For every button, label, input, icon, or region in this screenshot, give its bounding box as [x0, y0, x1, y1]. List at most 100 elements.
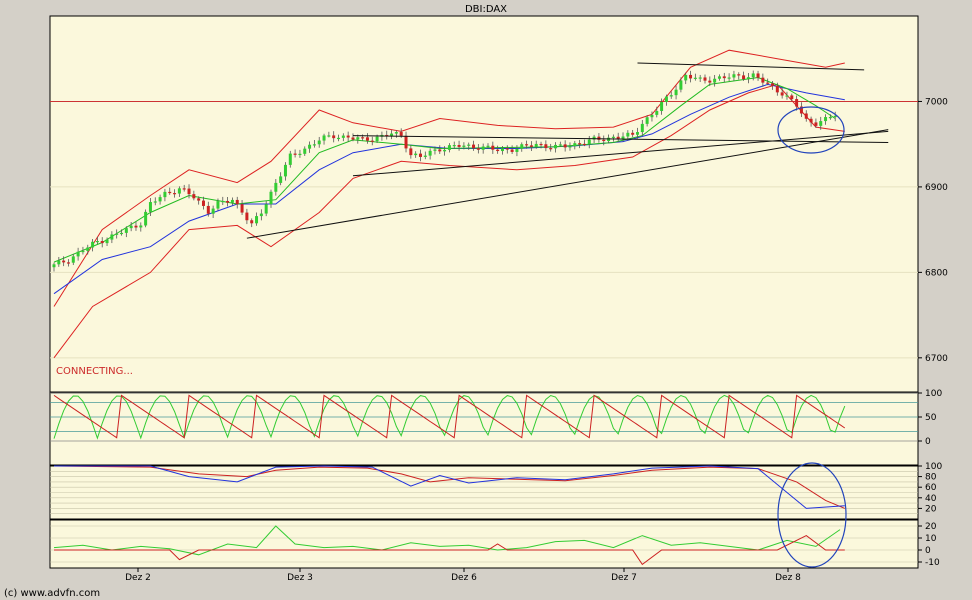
candle-up: [216, 201, 220, 209]
candle-up: [660, 101, 664, 112]
candle-up: [255, 216, 259, 224]
y-tick-label: 20: [925, 504, 937, 514]
oscillator-2-gridlines: [50, 470, 918, 515]
candle-down: [370, 140, 374, 142]
candle-down: [775, 85, 779, 93]
candle-down: [250, 220, 254, 224]
oscillator-panel-1[interactable]: 100 50 0: [49, 389, 942, 466]
candle-down: [332, 135, 336, 139]
candle-down: [631, 132, 635, 135]
candle-down: [703, 77, 707, 81]
candle-up: [751, 73, 755, 78]
candle-down: [756, 73, 760, 78]
candle-down: [385, 134, 389, 137]
candle-up: [452, 145, 456, 147]
candle-down: [206, 205, 210, 214]
x-axis: Dez 2 Dez 3 Dez 6 Dez 7 Dez 8: [125, 568, 801, 583]
candle-down: [539, 143, 543, 146]
candle-down: [737, 74, 741, 76]
candle-up: [390, 133, 394, 137]
y-tick-label: 100: [925, 389, 942, 399]
candle-up: [105, 239, 109, 244]
candle-up: [669, 95, 673, 97]
candle-down: [409, 148, 413, 156]
candle-down: [100, 241, 104, 244]
candle-up: [713, 78, 717, 83]
candle-up: [684, 74, 688, 81]
x-tick-label: Dez 7: [611, 573, 637, 583]
y-tick-label: 100: [925, 462, 942, 472]
candle-down: [351, 137, 355, 140]
candle-up: [428, 150, 432, 156]
candle-up: [288, 153, 292, 165]
candle-down: [168, 191, 172, 194]
candle-up: [414, 153, 418, 156]
candle-up: [163, 191, 167, 198]
candle-up: [554, 144, 558, 149]
candle-down: [240, 204, 244, 213]
candle-up: [337, 137, 341, 140]
candle-down: [602, 139, 606, 142]
candle-up: [158, 197, 162, 202]
candle-down: [771, 83, 775, 86]
oscillator-2-series: [54, 465, 845, 509]
oscillator-3-lines: [53, 525, 845, 566]
candle-down: [438, 149, 442, 152]
candle-up: [52, 264, 56, 268]
candle-down: [197, 198, 201, 201]
candle-down: [472, 144, 476, 149]
candle-down: [790, 95, 794, 100]
y-tick-label: 60: [925, 483, 937, 493]
candle-down: [293, 153, 297, 155]
candle-up: [717, 76, 721, 79]
candle-up: [322, 135, 326, 141]
candle-down: [597, 136, 601, 140]
candle-up: [587, 139, 591, 145]
candle-down: [722, 76, 726, 79]
y-tick-label: 7000: [925, 97, 948, 107]
oscillator-3-series: [54, 535, 845, 566]
candle-up: [534, 143, 538, 147]
oscillator-panel-3[interactable]: 20 10 0 -10: [49, 519, 940, 569]
candle-down: [491, 145, 495, 150]
price-y-axis: 6700 6800 6900 7000: [918, 97, 948, 364]
price-panel[interactable]: CONNECTING... 6700 6800 6900 7000: [49, 15, 948, 393]
trendline: [352, 135, 889, 143]
candle-up: [467, 144, 471, 146]
candle-down: [182, 188, 186, 190]
candle-up: [375, 136, 379, 142]
candle-down: [563, 144, 567, 148]
candle-down: [809, 118, 813, 123]
candle-up: [57, 260, 61, 265]
candle-up: [746, 77, 750, 80]
candle-down: [361, 137, 365, 139]
candle-up: [259, 213, 263, 217]
candle-up: [568, 146, 572, 148]
candle-down: [399, 132, 403, 136]
candle-down: [766, 82, 770, 84]
candle-down: [708, 80, 712, 83]
candle-up: [693, 77, 697, 79]
candle-down: [616, 136, 620, 139]
candle-up: [481, 146, 485, 150]
candle-down: [245, 212, 249, 221]
candle-up: [91, 241, 95, 248]
candle-up: [303, 148, 307, 154]
candle-down: [346, 135, 350, 138]
candle-up: [447, 145, 451, 150]
candle-down: [457, 145, 461, 147]
candle-down: [780, 92, 784, 96]
trendlines: [246, 62, 889, 239]
candle-up: [819, 121, 823, 126]
oscillator-1-gridlines: [50, 392, 918, 442]
candle-up: [144, 211, 148, 226]
candle-up: [341, 135, 345, 138]
oscillator-3-plot-area: [49, 519, 919, 569]
candle-up: [317, 140, 321, 145]
annotation-circle-price: [777, 106, 845, 154]
candle-up: [115, 233, 119, 235]
candle-up: [500, 148, 504, 152]
